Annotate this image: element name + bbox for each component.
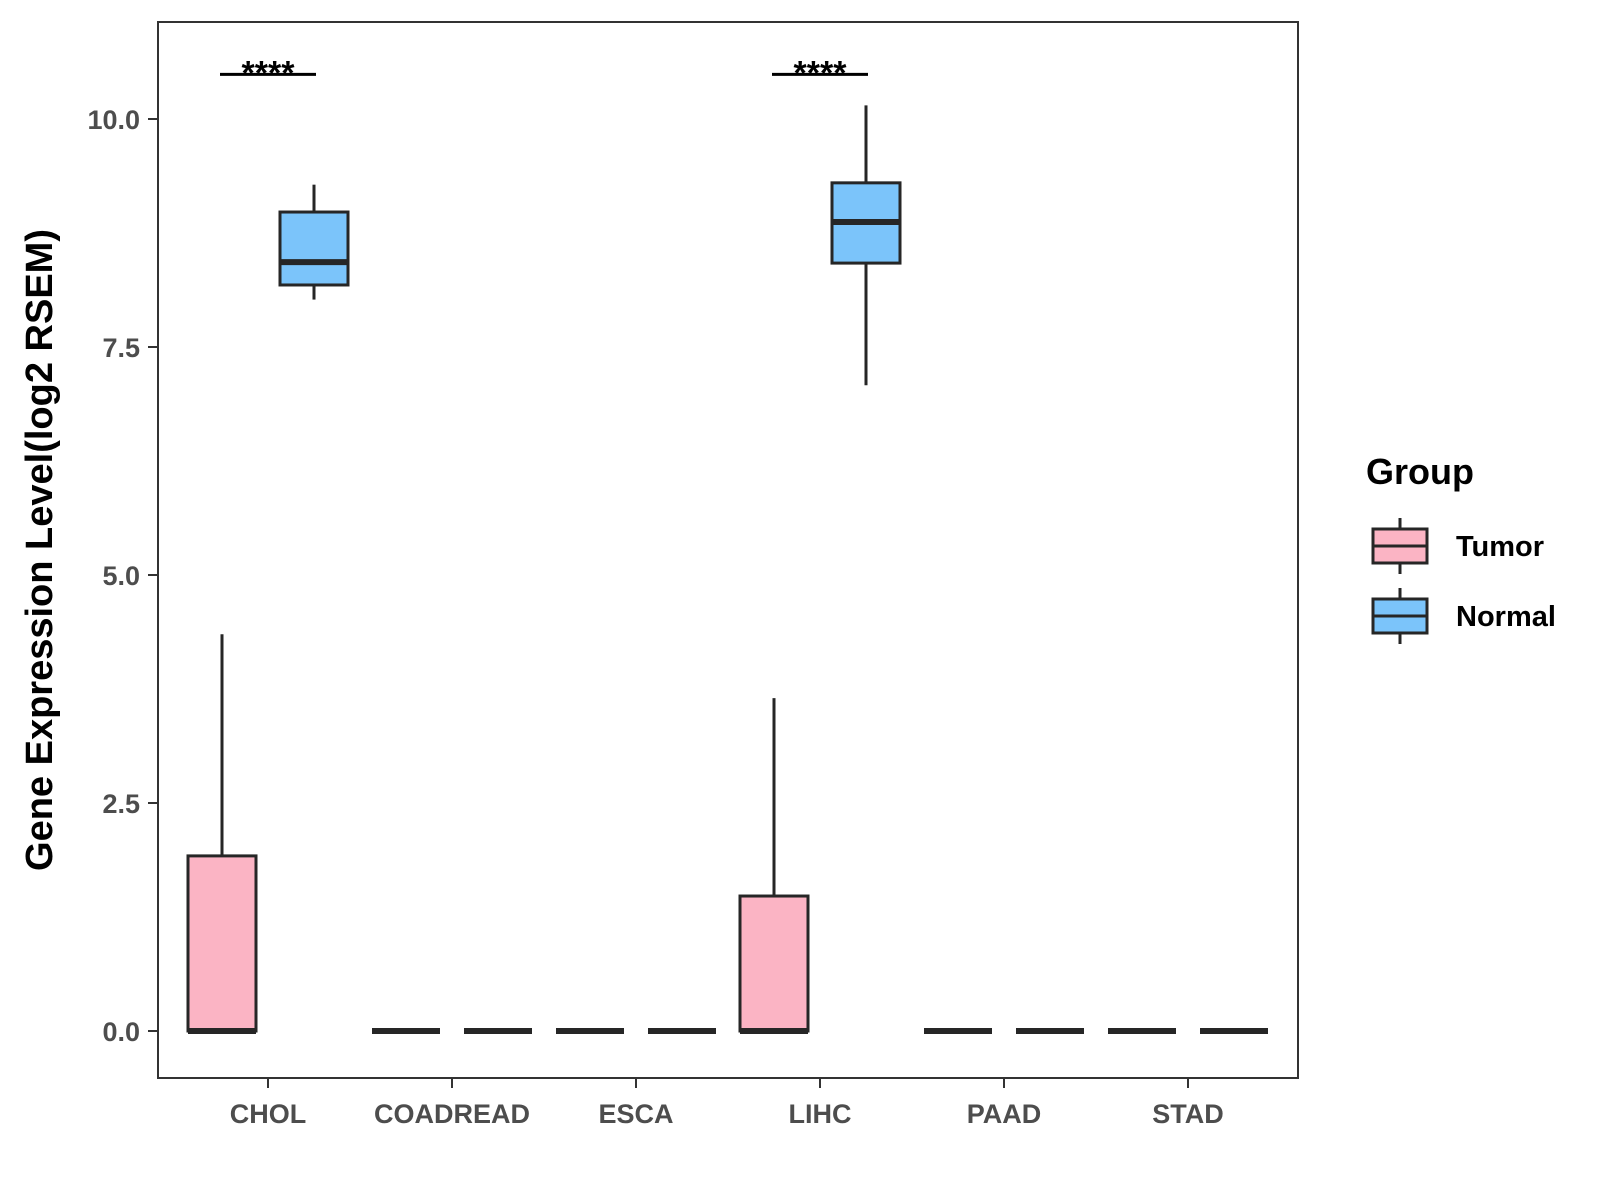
- significance-label: ****: [794, 54, 848, 92]
- y-tick-label: 5.0: [102, 561, 140, 591]
- legend-label: Tumor: [1456, 531, 1544, 563]
- y-axis-title: Gene Expression Level(log2 RSEM): [19, 229, 61, 871]
- x-tick-label: LIHC: [789, 1099, 852, 1129]
- legend-item-tumor: Tumor: [1371, 518, 1544, 574]
- x-tick-label: ESCA: [598, 1099, 673, 1129]
- y-tick-label: 2.5: [102, 789, 140, 819]
- box-tumor-chol: [186, 634, 258, 1034]
- legend: Group Tumor Normal: [1366, 451, 1556, 644]
- y-axis: 0.0 2.5 5.0 7.5 10.0: [87, 105, 158, 1047]
- y-tick-label: 0.0: [102, 1017, 140, 1047]
- x-tick-label: CHOL: [230, 1099, 307, 1129]
- box-normal-lihc: [830, 105, 902, 386]
- legend-item-normal: Normal: [1371, 588, 1556, 644]
- legend-title: Group: [1366, 451, 1474, 492]
- box-body: [738, 894, 810, 1033]
- box-body: [278, 210, 350, 287]
- box-body: [186, 854, 258, 1033]
- significance-label: ****: [242, 54, 296, 92]
- y-tick-label: 7.5: [102, 333, 140, 363]
- y-tick-label: 10.0: [87, 105, 140, 135]
- x-axis: CHOL COADREAD ESCA LIHC PAAD STAD: [230, 1078, 1224, 1129]
- x-tick-label: STAD: [1152, 1099, 1224, 1129]
- x-tick-label: PAAD: [967, 1099, 1042, 1129]
- x-tick-label: COADREAD: [374, 1099, 530, 1129]
- boxes: [186, 105, 1268, 1034]
- significance-annotations: **** ****: [220, 54, 868, 92]
- legend-label: Normal: [1456, 601, 1556, 633]
- box-normal-chol: [278, 184, 350, 300]
- box-tumor-lihc: [738, 698, 810, 1034]
- plot-panel: [157, 21, 1299, 1079]
